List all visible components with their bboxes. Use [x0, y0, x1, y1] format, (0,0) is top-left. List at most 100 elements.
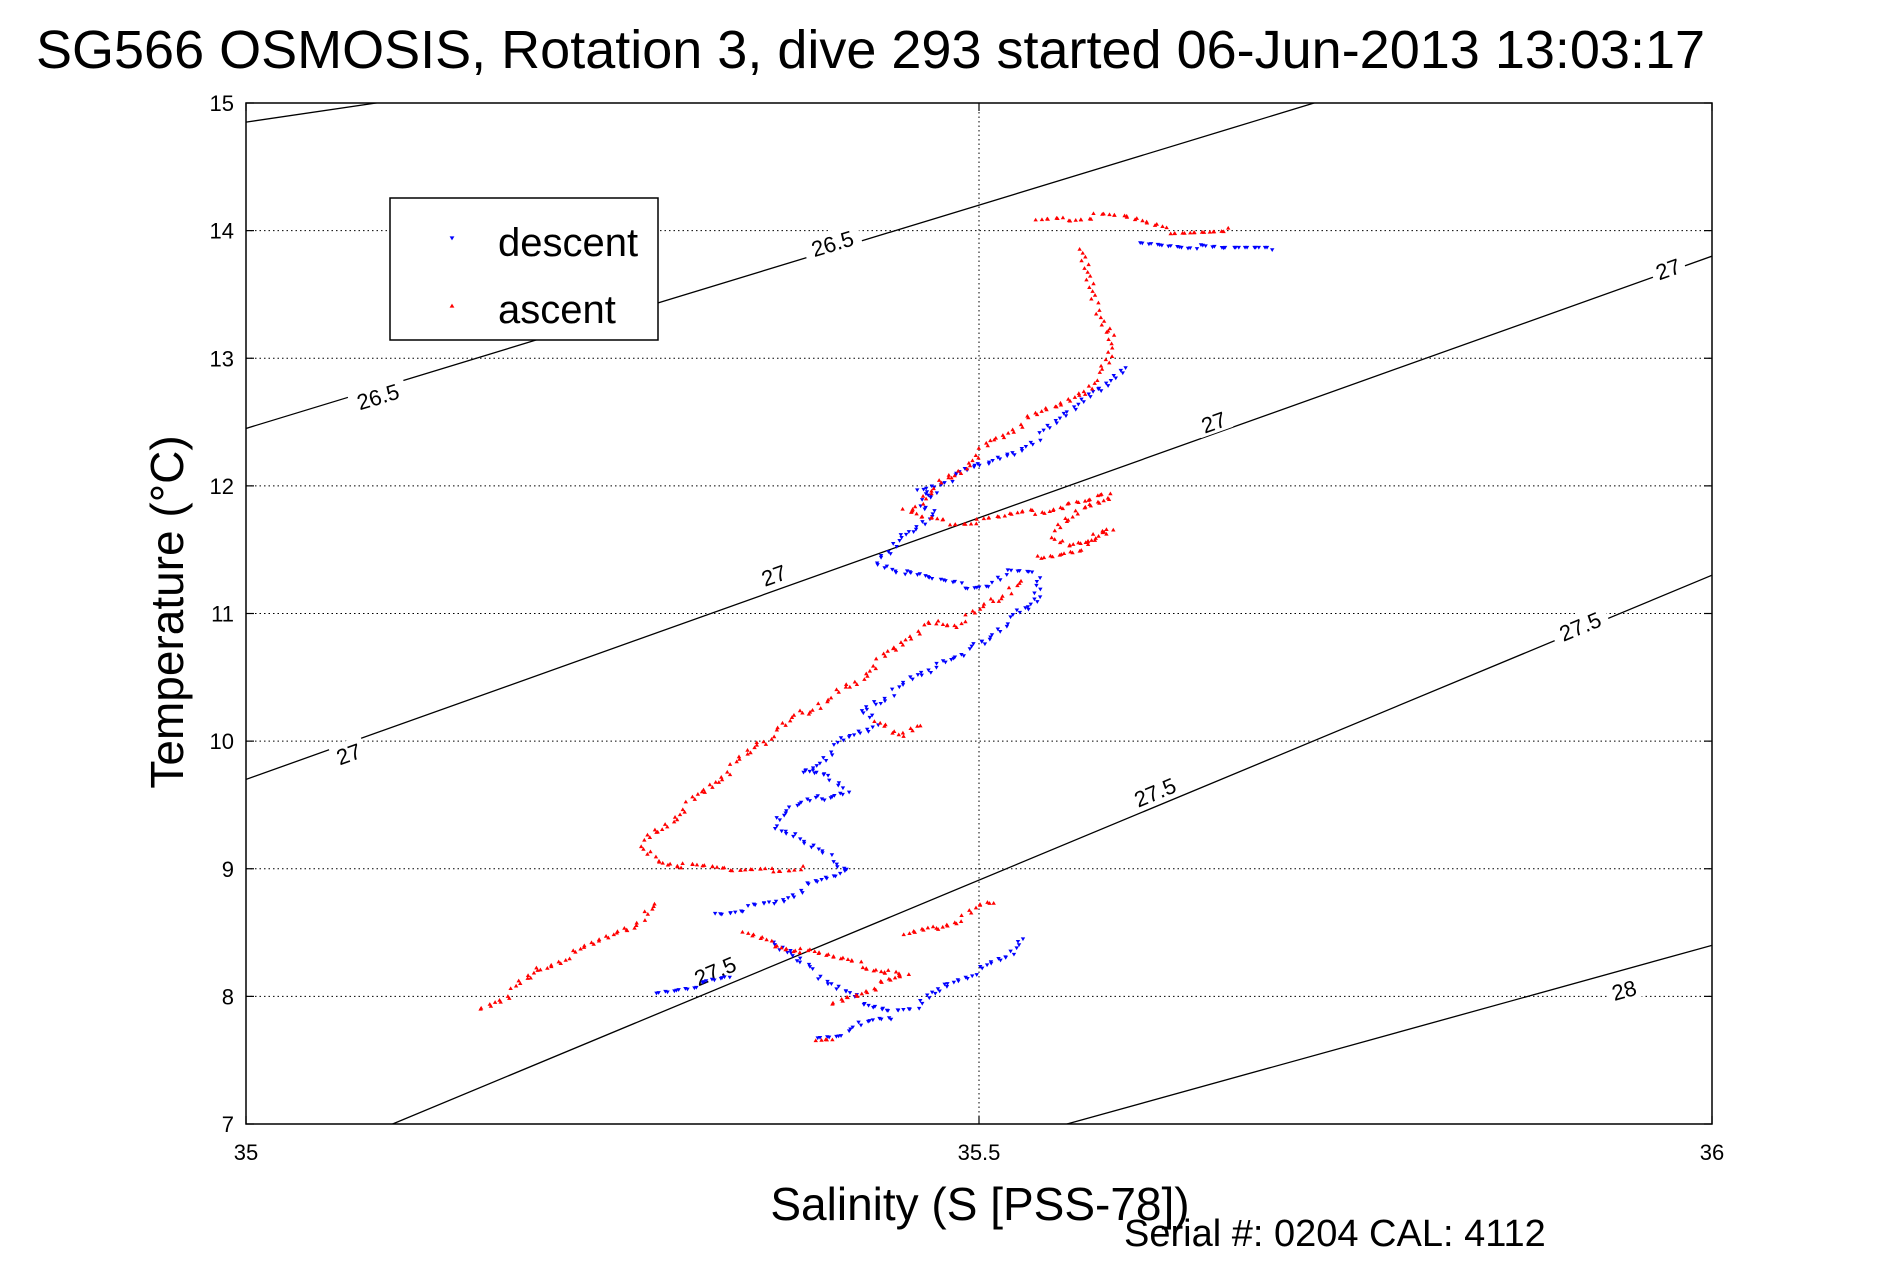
descent-point [916, 1006, 922, 1011]
descent-point [1108, 379, 1114, 383]
ascent-point [740, 929, 745, 934]
descent-point [797, 960, 803, 965]
ascent-point [1099, 367, 1105, 371]
y-tick-label: 11 [211, 602, 234, 627]
ascent-point [999, 596, 1004, 601]
ascent-point [1028, 507, 1034, 512]
ascent-point [690, 862, 695, 866]
data-points [478, 211, 1275, 1043]
ascent-point [1101, 319, 1107, 323]
ascent-point [830, 1037, 835, 1042]
ascent-point [727, 762, 733, 766]
descent-point [712, 978, 717, 983]
descent-point [810, 967, 815, 972]
ascent-point [1107, 360, 1112, 365]
ascent-point [843, 684, 849, 689]
ascent-point [776, 868, 782, 873]
ascent-point [787, 718, 793, 723]
descent-point [908, 571, 913, 575]
descent-point [1086, 392, 1091, 397]
descent-point [1270, 248, 1275, 252]
descent-point [867, 1019, 872, 1023]
legend: descent ascent [389, 197, 659, 341]
descent-point [950, 480, 955, 484]
descent-point [882, 566, 887, 571]
ascent-point [1052, 528, 1058, 533]
descent-point [1103, 381, 1109, 386]
ascent-point [642, 909, 647, 914]
y-tick-label: 8 [222, 984, 234, 1009]
ascent-point [518, 981, 523, 985]
descent-point [825, 979, 830, 984]
descent-point [897, 539, 902, 543]
descent-point [781, 900, 787, 904]
ascent-point [714, 864, 720, 869]
descent-point [813, 795, 819, 800]
ascent-point [1045, 216, 1050, 221]
descent-point [834, 987, 839, 992]
descent-point [873, 702, 879, 707]
ascent-point [1058, 402, 1064, 407]
ascent-point [996, 599, 1002, 603]
descent-point [817, 761, 823, 766]
descent-point [806, 962, 812, 967]
descent-point [1105, 384, 1111, 388]
ascent-point [1066, 501, 1072, 505]
ascent-point [939, 480, 944, 485]
descent-point [884, 564, 890, 569]
ascent-marker-glyph [449, 303, 455, 308]
ascent-point [1109, 341, 1114, 346]
ascent-point [976, 446, 981, 450]
descent-point [807, 799, 813, 803]
ascent-point [1095, 378, 1100, 383]
y-tick-label: 15 [210, 91, 234, 116]
ascent-point [769, 938, 775, 943]
descent-point [1061, 411, 1066, 416]
ascent-point [1011, 430, 1016, 434]
contour-label: 26.5 [354, 379, 402, 415]
descent-point [872, 1004, 878, 1009]
ascent-point [920, 494, 926, 498]
descent-point [819, 797, 825, 802]
descent-point [807, 769, 812, 774]
ascent-point [1097, 308, 1102, 312]
ascent-point [651, 904, 656, 909]
descent-point [932, 509, 937, 513]
ascent-point [492, 1000, 498, 1004]
ascent-point [1070, 514, 1075, 519]
ascent-point [974, 516, 979, 521]
ascent-point [984, 440, 989, 445]
ascent-point [873, 666, 879, 671]
ascent-point [956, 468, 961, 473]
descent-point [822, 798, 827, 803]
ascent-point [1083, 540, 1088, 544]
descent-point [1028, 602, 1033, 607]
descent-point [727, 975, 732, 980]
ascent-point [1047, 509, 1052, 513]
ascent-point [1074, 499, 1079, 504]
ascent-point [1089, 538, 1094, 542]
ascent-point [935, 516, 940, 521]
descent-point [777, 818, 783, 823]
descent-point [799, 888, 804, 893]
ascent-point [763, 866, 768, 871]
ascent-point [958, 471, 964, 475]
ascent-point [947, 522, 953, 527]
descent-point [728, 911, 733, 916]
descent-point [1015, 940, 1021, 944]
descent-point [752, 903, 758, 908]
legend-descent-label: descent [498, 221, 638, 265]
ascent-point [674, 817, 680, 822]
ascent-point [879, 980, 884, 984]
ascent-point [1124, 215, 1130, 219]
descent-point [900, 680, 906, 685]
descent-point [944, 984, 950, 989]
ascent-point [478, 1006, 483, 1011]
descent-point [712, 911, 718, 916]
ascent-point [556, 959, 561, 964]
ascent-point [710, 864, 715, 869]
descent-point [798, 837, 803, 842]
descent-point [774, 816, 779, 820]
descent-point [805, 797, 810, 802]
ascent-point [934, 621, 939, 626]
